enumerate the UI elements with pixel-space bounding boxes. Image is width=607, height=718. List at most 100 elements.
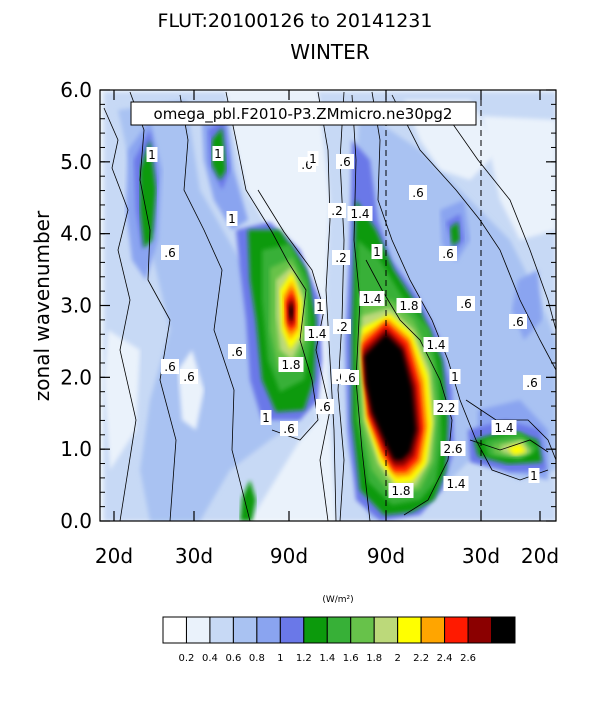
contour-label-background <box>336 154 354 169</box>
contour-line <box>225 91 319 441</box>
annotation-box: omega_pbl.F2010-P3.ZMmicro.ne30pg2 <box>130 101 477 126</box>
contour-label: 1 <box>451 370 459 384</box>
colorbar-swatch <box>256 616 281 644</box>
colorbar-label: 0.8 <box>249 653 265 664</box>
colorbar-label: 1.8 <box>366 653 382 664</box>
contour-label-background <box>371 244 383 259</box>
colorbar-swatch <box>209 616 234 644</box>
contour-label: 1 <box>262 411 270 425</box>
colorbar-label: 0.6 <box>225 653 241 664</box>
contour-region <box>240 480 256 521</box>
contour-label-background <box>523 375 541 390</box>
contour-label-background <box>443 476 469 491</box>
colorbar-swatch <box>185 616 211 644</box>
y-axis-label: zonal wavenumber <box>30 210 54 401</box>
contour-label-background <box>359 291 385 306</box>
contour-label: .6 <box>301 158 312 172</box>
contour-label-background <box>228 344 246 359</box>
colorbar-swatch <box>162 616 187 644</box>
contour-region <box>450 222 460 246</box>
contour-label-background <box>433 400 459 415</box>
colorbar-label: 2.6 <box>460 653 476 664</box>
colorbar-label: 0.2 <box>179 653 195 664</box>
contour-line <box>103 107 137 521</box>
contour-label: 1 <box>214 147 222 161</box>
contour-label-background <box>304 326 330 341</box>
colorbar-swatch <box>232 616 258 644</box>
contour-label: 1.4 <box>494 421 513 435</box>
contour-label: .6 <box>412 186 423 200</box>
contour-label-background <box>457 296 475 311</box>
contour-label: .6 <box>183 370 194 384</box>
plot-area: .611.61.6.6.61.61.81.41.61.6.2.2.2.61.41… <box>100 90 556 521</box>
contour-label: .6 <box>344 371 355 385</box>
contour-line <box>465 399 556 461</box>
contour-label-background <box>146 147 158 162</box>
contour-line <box>469 439 549 453</box>
contour-label: .2 <box>331 204 342 218</box>
contour-label-background <box>440 441 466 456</box>
colorbar-swatch <box>279 616 305 644</box>
contour-label: 1 <box>530 469 538 483</box>
contour-label-background <box>328 203 346 218</box>
contour-label: 1 <box>309 152 317 166</box>
contour-label: 1.8 <box>399 299 418 313</box>
colorbar <box>162 616 516 644</box>
colorbar-label: 2 <box>394 653 400 664</box>
contour-label: .6 <box>164 360 175 374</box>
contour-label-background <box>439 246 457 261</box>
colorbar-swatch <box>491 616 516 644</box>
y-tick-label: 6.0 <box>60 78 92 102</box>
x-tick-label: 30d <box>462 544 500 568</box>
dashed-reference-lines <box>385 90 482 521</box>
contour-label-background <box>423 337 449 352</box>
colorbar-swatch <box>444 616 469 644</box>
x-tick-label: 30d <box>175 544 213 568</box>
contour-label: 1 <box>316 300 324 314</box>
colorbar-label: 1.6 <box>343 653 359 664</box>
colorbar-swatch <box>303 616 328 644</box>
contour-label: .6 <box>526 376 537 390</box>
annotation-text: omega_pbl.F2010-P3.ZMmicro.ne30pg2 <box>154 105 453 124</box>
contour-label: .6 <box>164 246 175 260</box>
chart-title: FLUT:20100126 to 20141231 <box>158 10 433 32</box>
contour-label: .6 <box>512 315 523 329</box>
colorbar-swatch <box>397 616 422 644</box>
contour-region <box>289 302 293 320</box>
annotation-frame <box>130 101 477 126</box>
contour-label-background <box>341 370 359 385</box>
colorbar-label: 1.2 <box>296 653 312 664</box>
contour-label: 2.6 <box>443 442 462 456</box>
contour-line <box>129 91 177 521</box>
colorbar-swatch <box>350 616 375 644</box>
contour-region <box>104 330 140 470</box>
contour-label-background <box>509 314 527 329</box>
contour-label-background <box>278 357 304 372</box>
colorbar-swatch <box>373 616 399 644</box>
contour-label-background <box>333 319 351 334</box>
contour-label-background <box>212 146 224 161</box>
contour-label-background <box>332 250 350 265</box>
x-tick-label: 90d <box>270 544 308 568</box>
contour-label-background <box>226 211 238 226</box>
contour-label: 1.4 <box>350 207 369 221</box>
contour-label: 1.4 <box>307 327 326 341</box>
contour-label: 1.8 <box>391 484 410 498</box>
contour-label-background <box>314 299 326 314</box>
y-tick-label: 0.0 <box>60 509 92 533</box>
contour-label-background <box>347 206 373 221</box>
contour-label-background <box>280 421 298 436</box>
contour-line <box>365 259 453 516</box>
contour-label: .6 <box>339 155 350 169</box>
contour-region <box>140 140 156 248</box>
units-label: (W/m²) <box>322 595 353 605</box>
contour-labels: .611.61.6.6.61.61.81.41.61.6.2.2.2.61.41… <box>146 146 541 498</box>
x-tick-label: 20d <box>521 544 559 568</box>
contour-label: .6 <box>231 345 242 359</box>
contour-label: 1 <box>228 212 236 226</box>
colorbar-label: 1 <box>277 653 283 664</box>
x-tick-label: 90d <box>367 544 405 568</box>
contour-label: .2 <box>336 320 347 334</box>
contour-label: 1.4 <box>362 292 381 306</box>
